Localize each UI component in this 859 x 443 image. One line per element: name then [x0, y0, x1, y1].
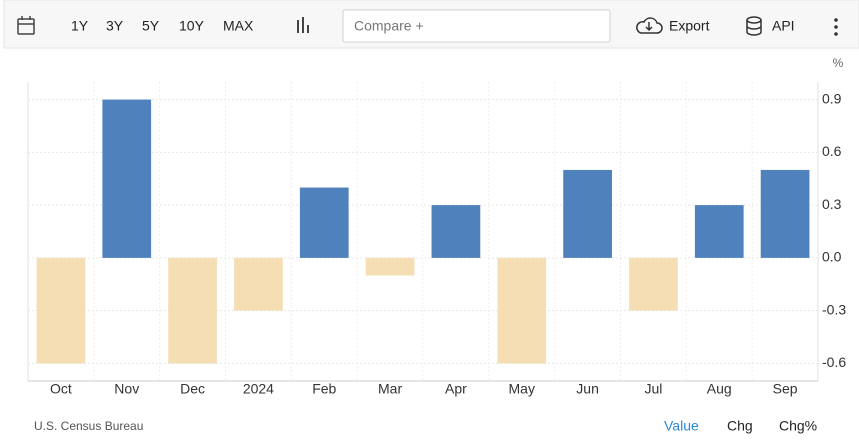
api-button[interactable]: API — [772, 18, 795, 34]
x-tick-label: Apr — [445, 381, 467, 397]
range-button[interactable]: MAX — [223, 18, 254, 34]
y-tick-label: -0.3 — [822, 301, 846, 317]
x-tick-label: Dec — [180, 381, 205, 397]
x-tick-label: Nov — [114, 381, 139, 397]
y-tick-label: 0.3 — [822, 196, 842, 212]
export-button[interactable]: Export — [669, 18, 710, 34]
x-tick-label: Jul — [644, 381, 662, 397]
x-tick-label: Feb — [312, 381, 336, 397]
x-tick-label: Oct — [50, 381, 72, 397]
export-icon[interactable] — [636, 17, 663, 34]
bar — [102, 99, 152, 258]
bar — [431, 205, 481, 258]
y-axis-unit: % — [833, 56, 844, 70]
y-tick-label: -0.6 — [822, 354, 846, 370]
more-icon[interactable] — [834, 18, 838, 36]
x-tick-label: Aug — [707, 381, 732, 397]
range-button[interactable]: 1Y — [71, 18, 89, 34]
bar — [563, 169, 612, 258]
calendar-icon[interactable] — [17, 16, 35, 35]
range-button[interactable]: 5Y — [142, 18, 160, 34]
y-tick-label: 0.6 — [822, 143, 842, 159]
view-tab[interactable]: Chg — [727, 418, 753, 434]
bar — [299, 187, 349, 258]
bar — [694, 205, 744, 258]
bar — [234, 257, 283, 311]
y-tick-label: 0.9 — [822, 90, 842, 106]
bar — [36, 257, 86, 364]
view-tab[interactable]: Value — [664, 418, 699, 434]
x-tick-label: Mar — [378, 381, 402, 397]
bar — [365, 257, 415, 276]
bar — [629, 257, 678, 311]
range-button[interactable]: 3Y — [106, 18, 124, 34]
source: U.S. Census Bureau — [34, 419, 143, 433]
api-icon[interactable] — [746, 16, 762, 36]
compare-placeholder: Compare + — [354, 18, 424, 34]
compare-input[interactable] — [342, 9, 611, 43]
x-tick-label: 2024 — [243, 381, 274, 397]
range-button[interactable]: 10Y — [179, 18, 205, 34]
bar — [168, 257, 217, 364]
x-tick-label: Jun — [576, 381, 599, 397]
y-tick-label: 0.0 — [822, 249, 842, 265]
x-tick-label: Sep — [773, 381, 798, 397]
x-tick-label: May — [509, 381, 535, 397]
bar — [497, 257, 547, 364]
chart-type-icon[interactable] — [297, 17, 309, 33]
bar — [760, 169, 810, 258]
view-tab[interactable]: Chg% — [779, 418, 817, 434]
